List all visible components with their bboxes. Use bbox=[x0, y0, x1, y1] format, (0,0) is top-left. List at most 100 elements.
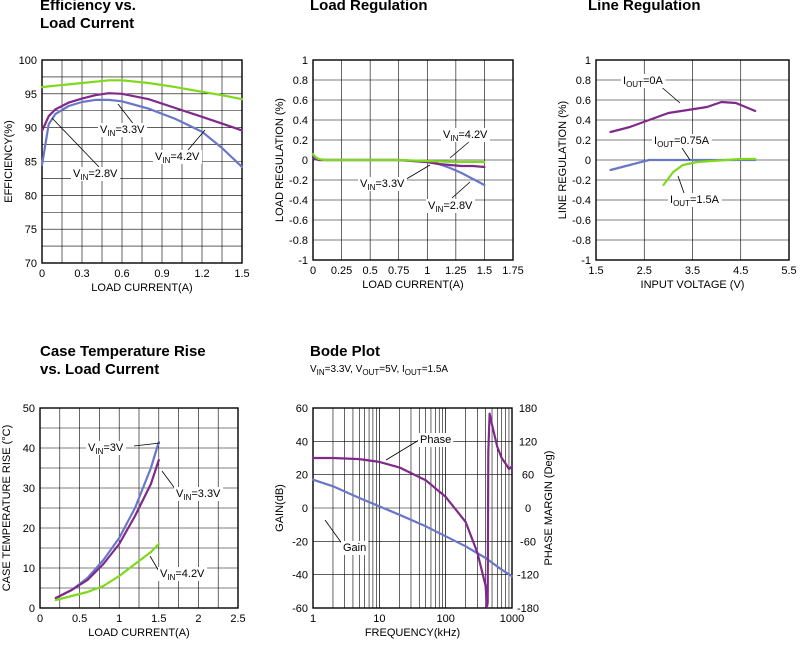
series-line-0 bbox=[40, 98, 244, 168]
y-tick-label: 0.2 bbox=[293, 135, 308, 147]
case-temp-title: Case Temperature Rise vs. Load Current bbox=[40, 343, 206, 379]
x-tick-label: 1.2 bbox=[194, 268, 209, 280]
y2-tick-label: 120 bbox=[519, 436, 537, 448]
x-tick-label: 1 bbox=[310, 613, 316, 625]
temp-annotation-bg bbox=[158, 567, 208, 581]
y-tick-label: 0.4 bbox=[293, 115, 308, 127]
eff-plot: 0 0.3 0.6 0.9 1.2 1.5 70 75 80 85 90 95 100 LOAD CURR… bbox=[3, 55, 250, 294]
x-tick-label: 0.3 bbox=[74, 268, 89, 280]
series-line-0 bbox=[609, 100, 757, 134]
x-tick-label: 0.75 bbox=[388, 265, 409, 277]
x-tick-label: 1.75 bbox=[502, 265, 523, 277]
y-tick-label: 70 bbox=[25, 258, 37, 270]
bode-sub-iout: IOUT=1.5A bbox=[402, 364, 449, 377]
y2-axis-label: PHASE MARGIN (Deg) bbox=[543, 451, 555, 566]
x-tick-label: 0 bbox=[39, 268, 45, 280]
y-tick-label: 80 bbox=[25, 190, 37, 202]
x-tick-label: 1 bbox=[116, 613, 122, 625]
bode-sub-vin: VIN=3.3V, bbox=[310, 364, 356, 377]
x-tick-label: 0 bbox=[37, 613, 43, 625]
x-axis-label: LOAD CURRENT(A) bbox=[362, 279, 463, 291]
y-tick-label: -20 bbox=[292, 536, 308, 548]
line-annotation-bg bbox=[621, 74, 666, 88]
series-line-2 bbox=[311, 152, 486, 164]
y-tick-label: -0.2 bbox=[572, 175, 591, 187]
y-tick-label: 0 bbox=[302, 503, 308, 515]
y-tick-label: -1 bbox=[298, 255, 308, 267]
y-tick-label: 0 bbox=[29, 603, 35, 615]
load-frame bbox=[312, 59, 514, 261]
y-tick-label: 1 bbox=[302, 55, 308, 67]
temp-annotation-bg bbox=[174, 487, 224, 501]
bode-annotation-label: Phase bbox=[420, 434, 451, 446]
temp-annotation-label: VIN=4.2V bbox=[160, 568, 205, 582]
eff-annotation-bg bbox=[98, 123, 148, 137]
load-annotation-label: VIN=2.8V bbox=[428, 200, 473, 214]
bode-annotation-bg bbox=[418, 433, 454, 447]
x-tick-label: 3.5 bbox=[685, 265, 700, 277]
y-tick-label: 60 bbox=[296, 403, 308, 415]
x-axis-label: LOAD CURRENT(A) bbox=[91, 282, 192, 294]
efficiency-title-line1: Efficiency vs. bbox=[40, 0, 136, 14]
eff-annotation-label: VIN=3.3V bbox=[100, 124, 145, 138]
load-annotation-bg bbox=[358, 177, 408, 191]
bode-annotation-bg bbox=[341, 541, 369, 555]
y-tick-label: 0.2 bbox=[576, 135, 591, 147]
x-axis-label: INPUT VOLTAGE (V) bbox=[641, 279, 745, 291]
load-annotation-bg bbox=[441, 128, 491, 142]
x-tick-label: 1000 bbox=[500, 613, 524, 625]
line-annotation-leader bbox=[681, 147, 691, 161]
y-tick-label: -0.8 bbox=[572, 235, 591, 247]
load-plot: 0 0.25 0.5 0.75 1 1.25 1.5 1.75 -1 -0.8 -0.6 -0.4 -0… bbox=[274, 55, 524, 291]
line-annotation-bg bbox=[652, 134, 712, 148]
y-tick-label: -1 bbox=[581, 255, 591, 267]
line-grid bbox=[595, 60, 789, 261]
series-line-2 bbox=[662, 157, 757, 187]
x-axis-label: LOAD CURRENT(A) bbox=[88, 627, 189, 639]
y2-tick-label: -180 bbox=[517, 603, 539, 615]
line-annotation-leader bbox=[677, 175, 685, 194]
line-annotation-label: IOUT=1.5A bbox=[670, 194, 720, 208]
case-temp-title-line1: Case Temperature Rise bbox=[40, 343, 206, 360]
y-tick-label: -0.6 bbox=[572, 215, 591, 227]
eff-annotation-leader bbox=[51, 117, 101, 169]
y-tick-label: -40 bbox=[292, 570, 308, 582]
series-line-0 bbox=[311, 478, 514, 578]
y-tick-label: -0.4 bbox=[572, 195, 591, 207]
y-axis-label: EFFICIENCY(%) bbox=[3, 120, 15, 203]
y-tick-label: -0.6 bbox=[289, 215, 308, 227]
load-annotation-label: VIN=4.2V bbox=[443, 129, 488, 143]
x-tick-label: 0 bbox=[310, 265, 316, 277]
eff-annotation-bg bbox=[71, 167, 121, 181]
x-tick-label: 2 bbox=[195, 613, 201, 625]
temp-annotation-leader bbox=[133, 442, 161, 447]
load-annotation-leader bbox=[449, 140, 471, 159]
temp-plot: 0 0.5 1 1.5 2 2.5 0 10 20 30 40 50 LOAD CURRENT(A) CA… bbox=[1, 403, 246, 639]
y-tick-label: 40 bbox=[23, 443, 35, 455]
y2-tick-label: 60 bbox=[522, 470, 534, 482]
bode-annotation-leader bbox=[385, 439, 420, 461]
y-tick-label: 0 bbox=[302, 155, 308, 167]
x-tick-label: 0.5 bbox=[72, 613, 87, 625]
x-tick-label: 1.5 bbox=[234, 268, 249, 280]
bode-frame bbox=[312, 407, 513, 609]
bode-plot: 1 10 100 1000 -60 -40 -20 0 20 40 60 -180 -120 -60 0 60… bbox=[274, 403, 555, 639]
x-tick-label: 2.5 bbox=[230, 613, 245, 625]
line-annotation-label: IOUT=0A bbox=[623, 75, 663, 89]
y-tick-label: 1 bbox=[585, 55, 591, 67]
x-tick-label: 0.9 bbox=[154, 268, 169, 280]
y-axis-label: LINE REGULATION (%) bbox=[557, 101, 569, 219]
y-tick-label: 20 bbox=[23, 523, 35, 535]
y-tick-label: 0 bbox=[585, 155, 591, 167]
y-tick-label: -0.8 bbox=[289, 235, 308, 247]
y-tick-label: 75 bbox=[25, 224, 37, 236]
y-tick-label: 40 bbox=[296, 436, 308, 448]
load-regulation-title-line1: Load Regulation bbox=[310, 0, 428, 14]
x-tick-label: 0.6 bbox=[114, 268, 129, 280]
y-tick-label: 90 bbox=[25, 123, 37, 135]
line-plot: 1.5 2.5 3.5 4.5 5.5 -1 -0.8 -0.6 -0.4 -0.2 0 0.2 0.4… bbox=[557, 55, 797, 291]
y-tick-label: 0.8 bbox=[576, 75, 591, 87]
temp-annotation-label: VIN=3V bbox=[88, 442, 124, 456]
x-tick-label: 1.5 bbox=[477, 265, 492, 277]
